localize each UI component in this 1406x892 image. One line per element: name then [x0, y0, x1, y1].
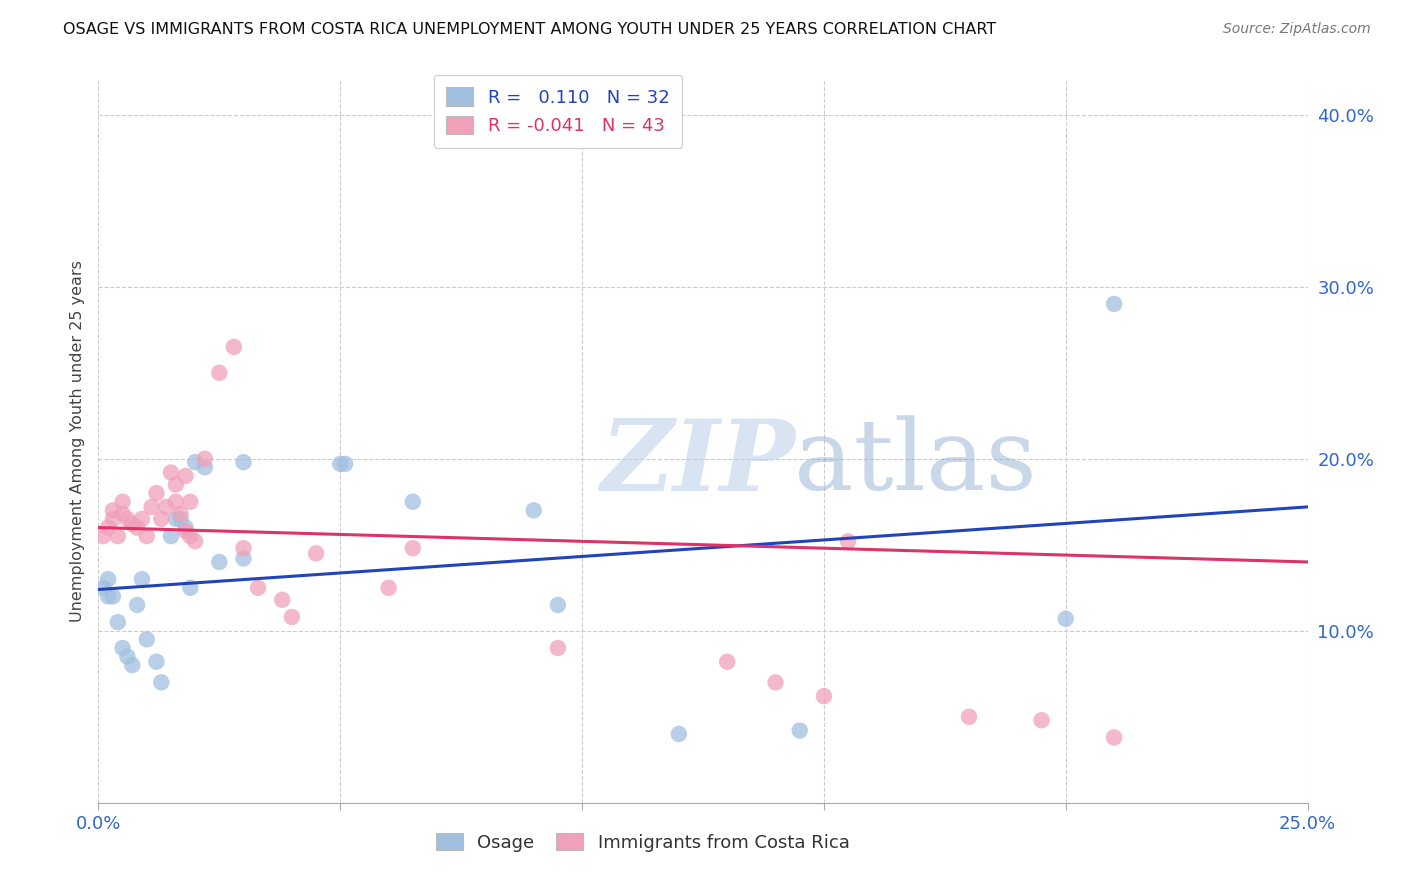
Point	[91, 529, 114, 543]
Point	[91, 581, 114, 595]
Point	[111, 507, 134, 521]
Point	[333, 457, 356, 471]
Point	[150, 512, 173, 526]
Point	[184, 455, 207, 469]
Point	[107, 529, 129, 543]
Point	[765, 675, 787, 690]
Point	[837, 534, 859, 549]
Point	[97, 520, 120, 534]
Point	[523, 503, 546, 517]
Point	[165, 494, 187, 508]
Point	[179, 581, 201, 595]
Point	[716, 655, 738, 669]
Text: Source: ZipAtlas.com: Source: ZipAtlas.com	[1223, 22, 1371, 37]
Point	[155, 500, 177, 514]
Point	[1054, 612, 1077, 626]
Point	[169, 512, 191, 526]
Point	[179, 494, 201, 508]
Point	[135, 632, 157, 647]
Point	[271, 592, 294, 607]
Point	[813, 689, 835, 703]
Point	[174, 524, 197, 538]
Point	[789, 723, 811, 738]
Point	[160, 466, 183, 480]
Point	[141, 500, 163, 514]
Point	[131, 512, 153, 526]
Point	[232, 551, 254, 566]
Point	[101, 590, 124, 604]
Point	[135, 529, 157, 543]
Point	[547, 640, 569, 655]
Point	[208, 366, 231, 380]
Point	[247, 581, 270, 595]
Legend: Osage, Immigrants from Costa Rica: Osage, Immigrants from Costa Rica	[429, 826, 856, 859]
Point	[127, 520, 149, 534]
Point	[402, 494, 425, 508]
Point	[1102, 297, 1125, 311]
Point	[402, 541, 425, 556]
Point	[145, 655, 167, 669]
Point	[117, 512, 139, 526]
Point	[131, 572, 153, 586]
Point	[97, 590, 120, 604]
Point	[377, 581, 399, 595]
Point	[668, 727, 690, 741]
Point	[194, 460, 217, 475]
Point	[107, 615, 129, 630]
Point	[121, 658, 143, 673]
Text: ZIP: ZIP	[600, 415, 796, 511]
Point	[121, 517, 143, 532]
Point	[232, 541, 254, 556]
Point	[208, 555, 231, 569]
Point	[957, 710, 980, 724]
Y-axis label: Unemployment Among Youth under 25 years: Unemployment Among Youth under 25 years	[69, 260, 84, 623]
Point	[165, 477, 187, 491]
Point	[97, 572, 120, 586]
Text: OSAGE VS IMMIGRANTS FROM COSTA RICA UNEMPLOYMENT AMONG YOUTH UNDER 25 YEARS CORR: OSAGE VS IMMIGRANTS FROM COSTA RICA UNEM…	[63, 22, 997, 37]
Point	[145, 486, 167, 500]
Point	[329, 457, 352, 471]
Point	[117, 649, 139, 664]
Point	[194, 451, 217, 466]
Point	[547, 598, 569, 612]
Point	[1031, 713, 1053, 727]
Point	[174, 469, 197, 483]
Point	[179, 529, 201, 543]
Point	[111, 640, 134, 655]
Point	[160, 529, 183, 543]
Point	[150, 675, 173, 690]
Text: atlas: atlas	[793, 416, 1036, 511]
Point	[169, 507, 191, 521]
Point	[281, 610, 304, 624]
Point	[111, 494, 134, 508]
Point	[222, 340, 245, 354]
Point	[127, 598, 149, 612]
Point	[101, 512, 124, 526]
Point	[184, 534, 207, 549]
Point	[305, 546, 328, 560]
Point	[232, 455, 254, 469]
Point	[165, 512, 187, 526]
Point	[174, 520, 197, 534]
Point	[1102, 731, 1125, 745]
Point	[101, 503, 124, 517]
